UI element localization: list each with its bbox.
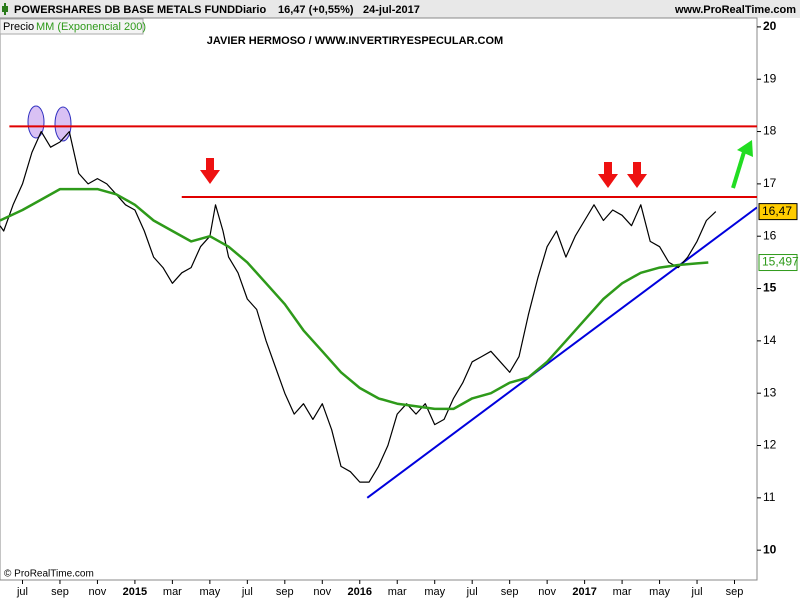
x-tick-label: mar: [388, 586, 407, 598]
header-bar: [0, 0, 800, 18]
period: Diario: [235, 4, 266, 16]
legend-price: Precio: [3, 21, 34, 33]
y-tick-label: 20: [763, 19, 777, 33]
x-tick-label: nov: [89, 586, 107, 598]
legend-box: [0, 18, 144, 35]
y-tick-label: 12: [763, 438, 777, 452]
y-tick-label: 15: [763, 281, 777, 295]
x-tick-label: sep: [276, 586, 294, 598]
x-tick-label: jul: [16, 586, 28, 598]
x-tick-label: nov: [313, 586, 331, 598]
y-tick-label: 19: [763, 71, 777, 85]
x-tick-label: mar: [613, 586, 632, 598]
instrument: POWERSHARES DB BASE METALS FUND: [14, 4, 235, 16]
y-tick-label: 11: [763, 490, 776, 504]
y-tick-label: 14: [763, 333, 777, 347]
credit: © ProRealTime.com: [4, 569, 94, 580]
subtitle: JAVIER HERMOSO / WWW.INVERTIRYESPECULAR.…: [207, 35, 503, 47]
y-tick-label: 13: [763, 385, 777, 399]
x-tick-label: sep: [726, 586, 744, 598]
x-tick-label: jul: [241, 586, 253, 598]
last-value-label: 16,47: [762, 204, 792, 218]
trend-line: [366, 206, 757, 499]
y-tick-label: 17: [763, 176, 777, 190]
y-tick-label: 10: [763, 542, 777, 556]
x-tick-label: may: [199, 586, 220, 598]
x-tick-label: jul: [691, 586, 703, 598]
x-tick-label: may: [424, 586, 445, 598]
plot-layer: [0, 125, 757, 499]
x-tick-label: 2017: [572, 586, 596, 598]
x-tick-label: nov: [538, 586, 556, 598]
plot-area: [0, 17, 758, 581]
last-value-label: 15,497: [762, 255, 799, 269]
legend-ma: MM (Exponencial 200): [36, 21, 146, 33]
x-tick-label: sep: [51, 586, 69, 598]
x-tick-label: may: [649, 586, 670, 598]
date: 24-jul-2017: [363, 4, 420, 16]
x-tick-label: jul: [466, 586, 478, 598]
x-tick-label: mar: [163, 586, 182, 598]
source: www.ProRealTime.com: [674, 4, 796, 16]
x-tick-label: 2015: [123, 586, 147, 598]
x-tick-label: 2016: [348, 586, 372, 598]
y-tick-label: 18: [763, 124, 777, 138]
x-tick-label: sep: [501, 586, 519, 598]
annotations: [27, 105, 753, 189]
ma-line: [0, 187, 709, 411]
last-value-box: [758, 203, 798, 221]
y-tick-label: 16: [763, 228, 777, 242]
last-change: 16,47 (+0,55%): [278, 4, 354, 16]
last-value-box: [758, 254, 798, 272]
